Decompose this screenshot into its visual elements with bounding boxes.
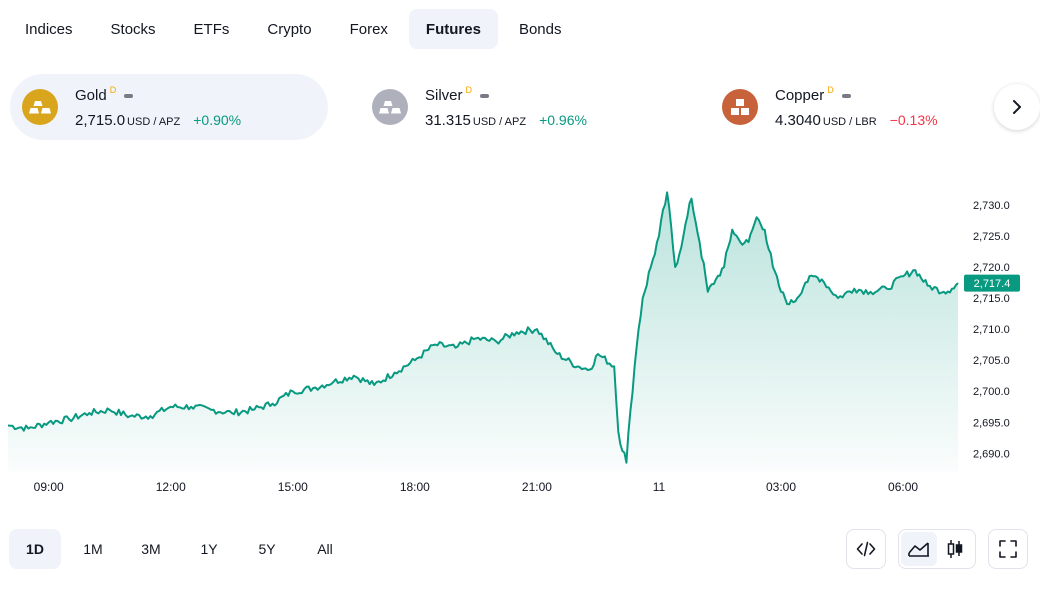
range-3m[interactable]: 3M — [141, 541, 161, 557]
candlestick-icon — [947, 540, 963, 558]
instrument-card-copper[interactable]: Copper D 4.3040 USD / LBR −0.13% — [710, 74, 980, 140]
price-tick-label: 2,700.0 — [973, 386, 1010, 398]
gold-bars-icon — [22, 89, 58, 125]
embed-code-button[interactable] — [846, 529, 886, 569]
instrument-price: 2,715.0 — [75, 111, 126, 129]
instrument-name: Silver — [425, 87, 463, 104]
next-cards-button[interactable] — [994, 84, 1040, 130]
price-tick-label: 2,690.0 — [973, 448, 1010, 460]
instrument-name: Gold — [75, 87, 107, 104]
instrument-unit: USD / APZ — [127, 115, 181, 128]
instrument-change: −0.13% — [889, 111, 938, 128]
range-selector: 1D 1M 3M 1Y 5Y All — [9, 529, 357, 569]
price-tick-label: 2,695.0 — [973, 417, 1010, 429]
market-status-icon — [841, 93, 851, 98]
price-tick-label: 2,725.0 — [973, 231, 1010, 243]
tab-crypto[interactable]: Crypto — [267, 20, 312, 38]
code-icon — [856, 541, 876, 557]
current-price-text: 2,717.4 — [974, 278, 1011, 290]
tab-forex[interactable]: Forex — [349, 20, 388, 38]
market-tabs: Indices Stocks ETFs Crypto Forex Futures… — [8, 9, 582, 49]
price-tick-label: 2,705.0 — [973, 355, 1010, 367]
chevron-right-icon — [1013, 100, 1021, 114]
price-tick-label: 2,710.0 — [973, 324, 1010, 336]
price-chart[interactable]: 2,730.0 2,725.0 2,720.0 2,715.0 2,710.0 2,705… — [0, 160, 1040, 505]
chart-style-toggle — [898, 529, 976, 569]
time-tick-label: 09:00 — [34, 480, 64, 494]
range-1d[interactable]: 1D — [9, 529, 61, 569]
tab-indices[interactable]: Indices — [25, 20, 73, 38]
instrument-change: +0.96% — [539, 111, 587, 128]
time-axis: 09:00 12:00 15:00 18:00 21:00 11 03:00 06:00 — [34, 480, 919, 494]
time-tick-label: 15:00 — [278, 480, 308, 494]
price-tick-label: 2,715.0 — [973, 293, 1010, 305]
range-1y[interactable]: 1Y — [200, 541, 218, 557]
time-tick-label: 03:00 — [766, 480, 796, 494]
time-tick-label: 21:00 — [522, 480, 552, 494]
instrument-change: +0.90% — [193, 111, 242, 128]
current-price-badge — [964, 274, 1020, 292]
fullscreen-icon — [999, 540, 1017, 558]
market-status-icon — [480, 93, 490, 98]
delayed-data-marker: D — [465, 84, 473, 95]
range-1m[interactable]: 1M — [83, 541, 103, 557]
time-tick-label: 12:00 — [156, 480, 186, 494]
market-status-icon — [124, 93, 134, 98]
time-tick-label: 06:00 — [888, 480, 918, 494]
copper-blocks-icon — [722, 89, 758, 125]
tab-etfs[interactable]: ETFs — [193, 20, 230, 38]
instrument-name: Copper — [775, 87, 825, 104]
price-axis: 2,730.0 2,725.0 2,720.0 2,715.0 2,710.0 2,705… — [973, 200, 1010, 461]
range-all[interactable]: All — [317, 541, 333, 557]
time-tick-label: 11 — [653, 480, 666, 494]
price-line — [7, 191, 959, 464]
range-5y[interactable]: 5Y — [258, 541, 276, 557]
instrument-card-silver[interactable]: Silver D 31.315 USD / APZ +0.96% — [360, 74, 678, 140]
fullscreen-button[interactable] — [988, 529, 1028, 569]
instrument-unit: USD / LBR — [822, 115, 877, 128]
delayed-data-marker: D — [827, 84, 834, 95]
delayed-data-marker: D — [109, 84, 117, 95]
time-tick-label: 18:00 — [400, 480, 430, 494]
current-price-label: 2,717.4 — [964, 274, 1020, 292]
instrument-price: 4.3040 — [775, 111, 821, 129]
instrument-unit: USD / APZ — [472, 115, 527, 128]
candles-chart-button[interactable] — [937, 532, 973, 566]
instrument-card-gold[interactable]: Gold D 2,715.0 USD / APZ +0.90% — [10, 74, 328, 140]
price-tick-label: 2,730.0 — [973, 200, 1010, 212]
price-area — [8, 192, 958, 472]
tab-futures[interactable]: Futures — [408, 9, 498, 49]
tab-bonds[interactable]: Bonds — [518, 20, 562, 38]
instrument-price: 31.315 — [425, 111, 471, 129]
price-tick-label: 2,720.0 — [973, 262, 1010, 274]
silver-bars-icon — [372, 89, 408, 125]
tab-stocks[interactable]: Stocks — [110, 20, 156, 38]
area-chart-icon — [908, 542, 929, 557]
area-chart-button[interactable] — [901, 532, 937, 566]
